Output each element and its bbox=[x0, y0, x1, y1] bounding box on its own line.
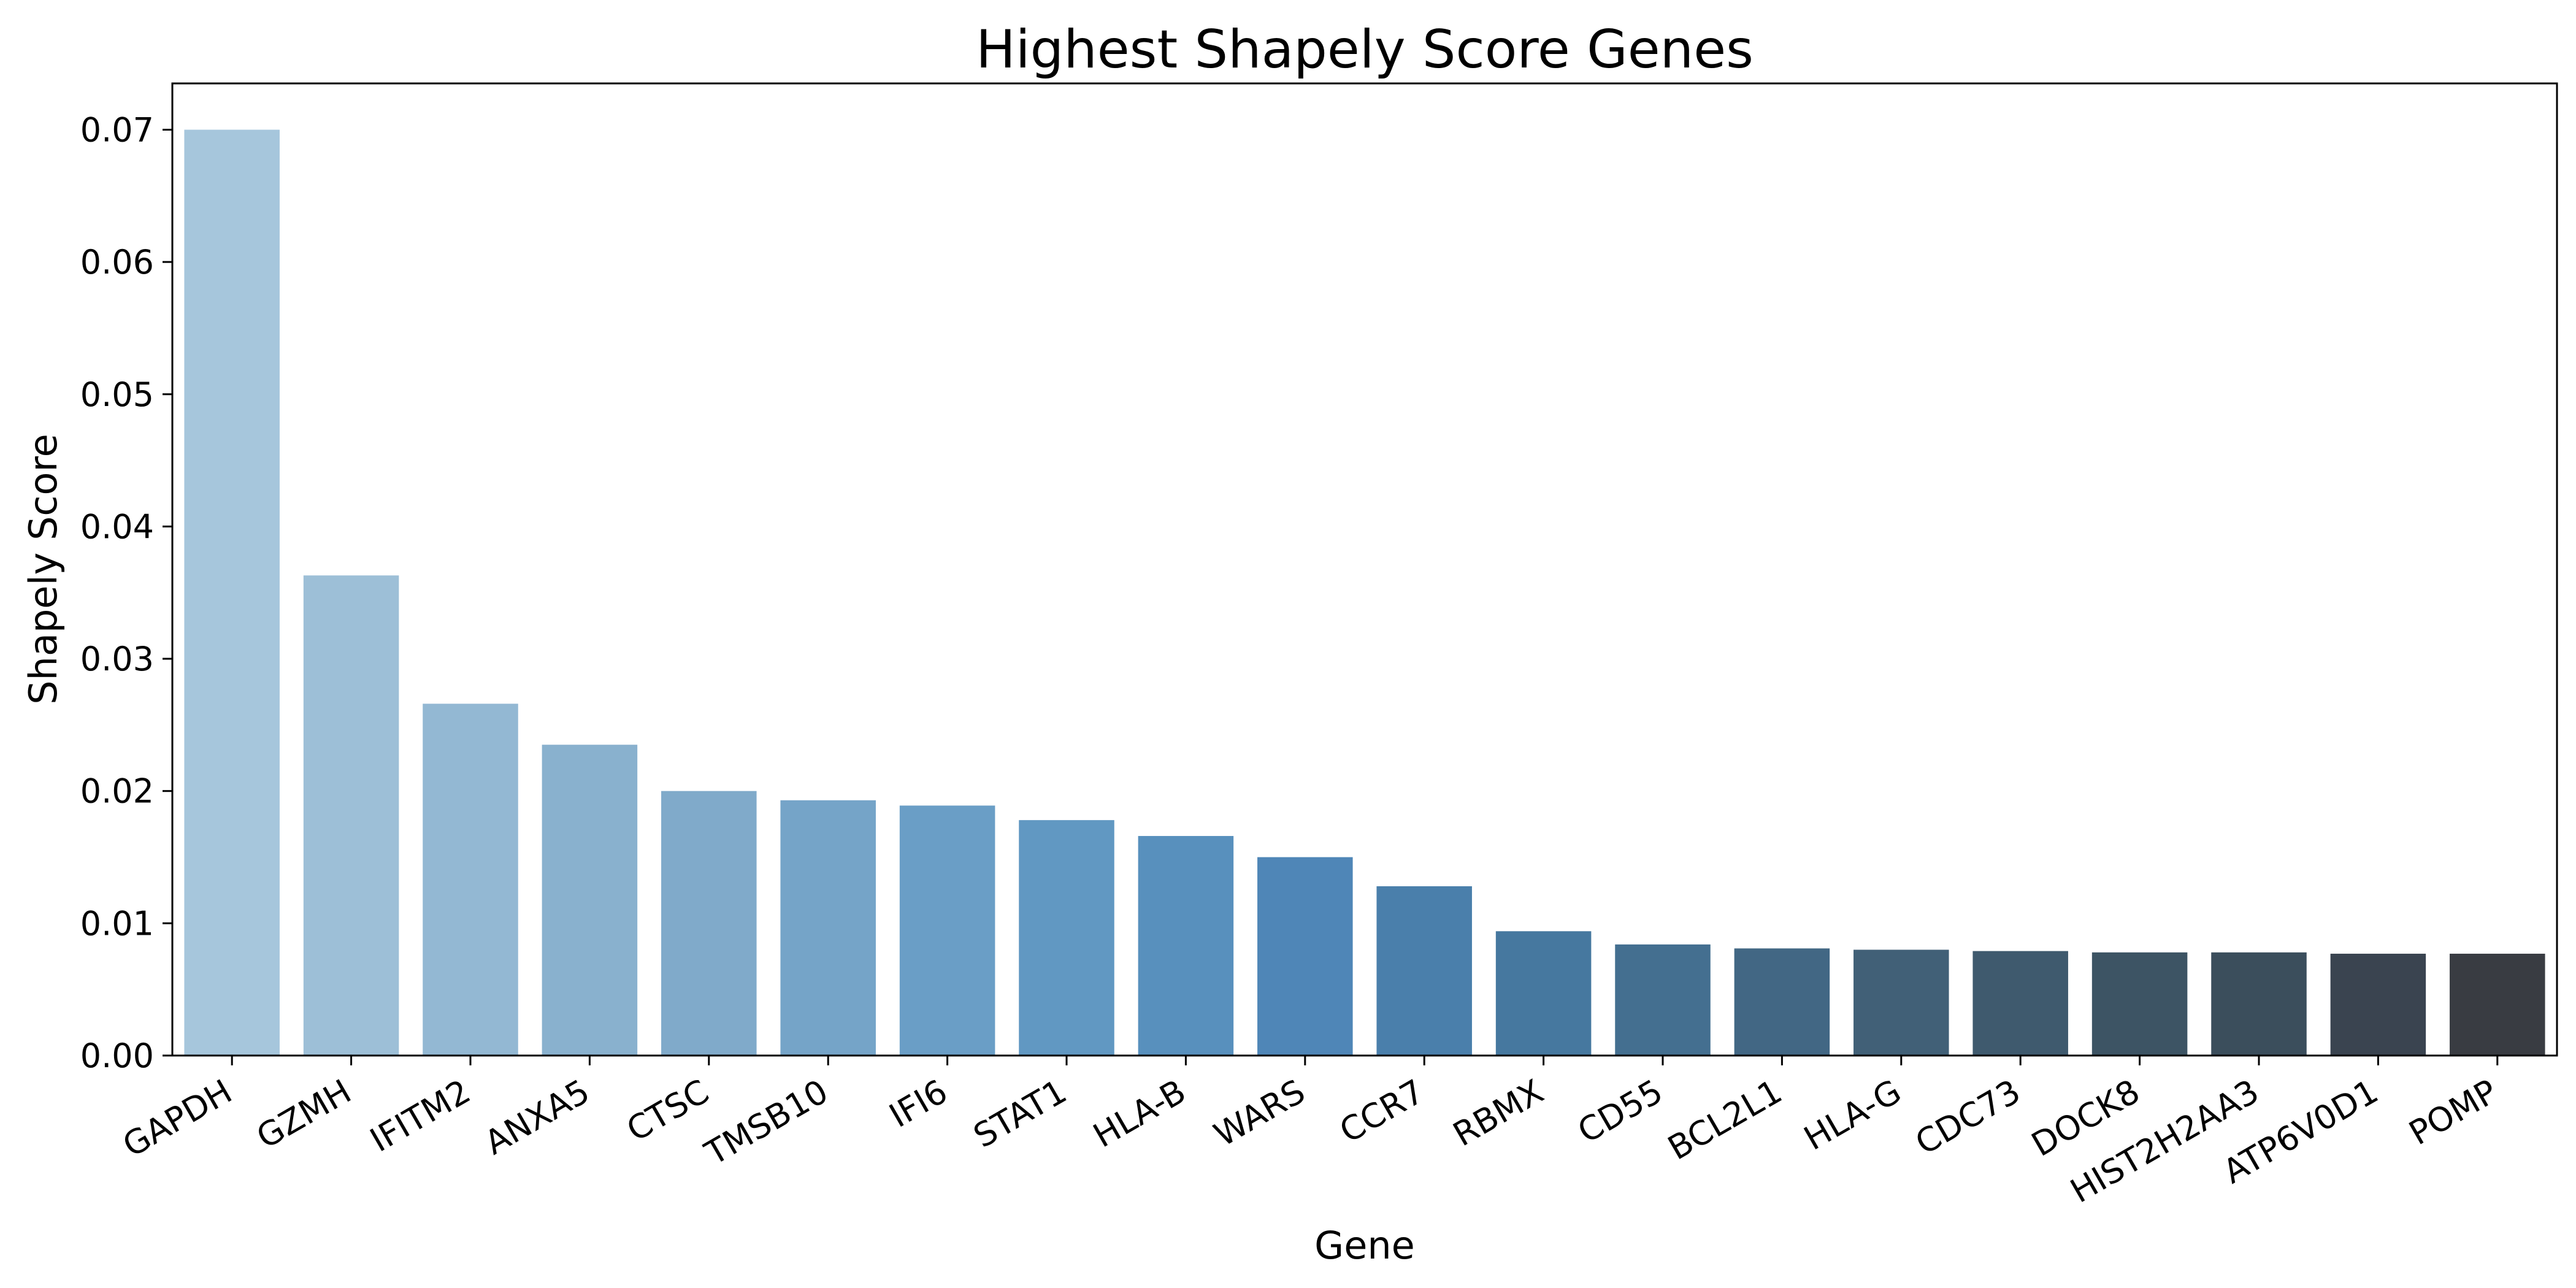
y-axis-label: Shapely Score bbox=[21, 434, 66, 704]
chart-title: Highest Shapely Score Genes bbox=[976, 19, 1754, 80]
bar-gzmh bbox=[303, 575, 399, 1056]
bar-gapdh bbox=[184, 129, 280, 1056]
x-tick-label: WARS bbox=[1208, 1072, 1311, 1154]
y-tick-label: 0.01 bbox=[80, 904, 154, 943]
bar-atp6v0d1 bbox=[2330, 953, 2426, 1056]
y-tick-label: 0.04 bbox=[80, 507, 154, 546]
bar-stat1 bbox=[1019, 820, 1114, 1056]
bar-cd55 bbox=[1615, 944, 1711, 1056]
x-tick-label: CD55 bbox=[1571, 1072, 1669, 1151]
bar-tmsb10 bbox=[780, 800, 876, 1056]
y-tick-label: 0.02 bbox=[80, 772, 154, 811]
y-tick-label: 0.03 bbox=[80, 640, 154, 678]
x-tick-label: HLA-B bbox=[1087, 1072, 1192, 1156]
y-tick-label: 0.05 bbox=[80, 375, 154, 414]
bar-cdc73 bbox=[1972, 951, 2068, 1056]
x-tick-label: IFITM2 bbox=[364, 1072, 477, 1160]
x-tick-label: CDC73 bbox=[1909, 1072, 2026, 1162]
y-axis: 0.00 0.01 0.02 0.03 0.04 0.05 0.06 0.07 bbox=[80, 110, 172, 1075]
x-tick-label: POMP bbox=[2402, 1072, 2504, 1153]
bar-pomp bbox=[2450, 953, 2545, 1056]
bar-ifitm2 bbox=[423, 703, 518, 1056]
bar-hla-b bbox=[1138, 836, 1234, 1056]
bar-hla-g bbox=[1853, 949, 1949, 1056]
x-tick-label: CCR7 bbox=[1333, 1072, 1431, 1151]
bars-group bbox=[184, 129, 2545, 1056]
bar-rbmx bbox=[1495, 931, 1592, 1056]
bar-ifi6 bbox=[899, 805, 995, 1056]
x-tick-label: HLA-G bbox=[1798, 1072, 1908, 1158]
x-tick-label: ANXA5 bbox=[478, 1072, 596, 1162]
x-axis-label: Gene bbox=[1314, 1223, 1415, 1268]
x-tick-label: IFI6 bbox=[883, 1072, 954, 1135]
bar-hist2h2aa3 bbox=[2211, 952, 2307, 1056]
bar-wars bbox=[1257, 857, 1353, 1056]
x-tick-label: TMSB10 bbox=[698, 1072, 835, 1173]
bar-dock8 bbox=[2091, 952, 2188, 1056]
y-tick-label: 0.00 bbox=[80, 1037, 154, 1075]
bar-bcl2l1 bbox=[1734, 948, 1830, 1056]
plot-frame bbox=[171, 82, 2558, 1057]
x-tick-label: GAPDH bbox=[117, 1072, 239, 1165]
y-tick-label: 0.07 bbox=[80, 110, 154, 149]
x-tick-label: BCL2L1 bbox=[1662, 1072, 1788, 1168]
bar-anxa5 bbox=[542, 745, 638, 1056]
x-tick-label: RBMX bbox=[1447, 1072, 1550, 1154]
bar-ccr7 bbox=[1376, 886, 1472, 1056]
x-tick-label: STAT1 bbox=[967, 1072, 1073, 1156]
y-tick-label: 0.06 bbox=[80, 243, 154, 282]
x-tick-label: GZMH bbox=[250, 1072, 358, 1157]
bar-ctsc bbox=[661, 791, 757, 1056]
